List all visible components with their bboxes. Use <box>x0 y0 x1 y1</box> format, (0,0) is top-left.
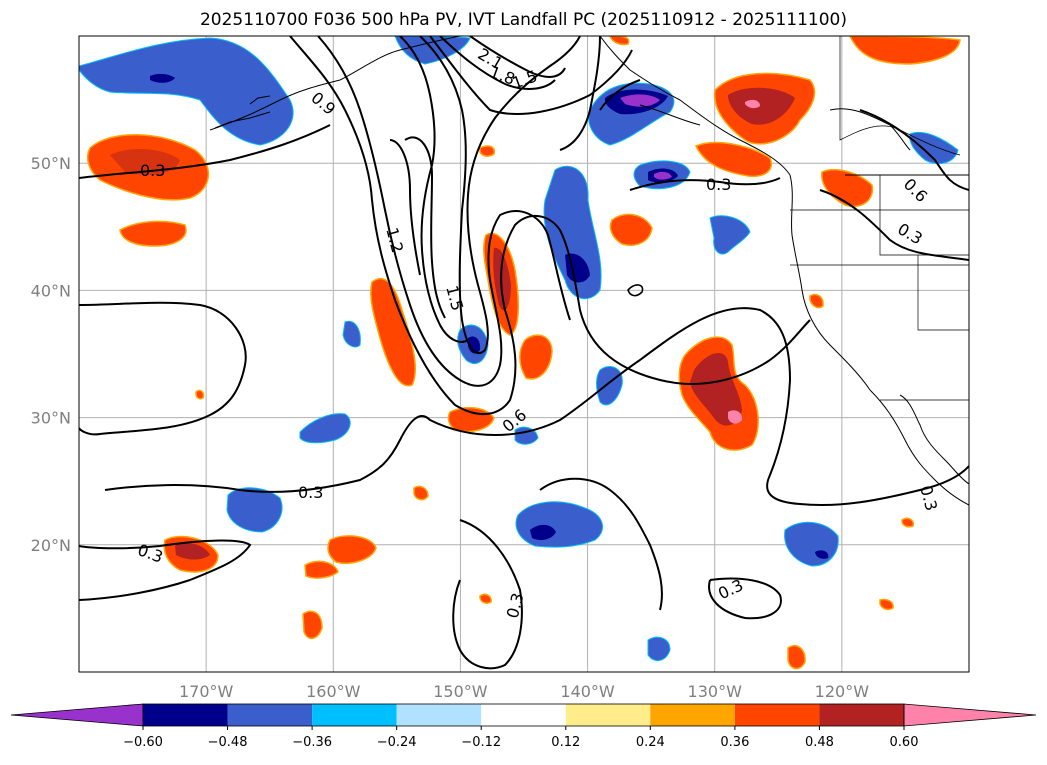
neg-anomaly-small-e <box>514 426 539 445</box>
colorbar-tick-label: 0.60 <box>890 735 919 750</box>
colorbar-segment <box>819 704 904 726</box>
colorbar: −0.60 −0.48 −0.36 −0.24 −0.12 0.12 0.24 0.36 0.4… <box>10 703 1037 750</box>
neg-anomaly-small-c <box>709 215 751 255</box>
colorbar-segment <box>734 704 820 726</box>
lat-tick-label: 20°N <box>31 536 71 555</box>
neg-anomaly-small-a <box>342 320 361 348</box>
pos-anomaly-west-2 <box>119 220 187 247</box>
pos-anomaly-small-4 <box>809 293 824 309</box>
lon-tick-label: 140°W <box>560 682 615 701</box>
colorbar-segment <box>650 704 735 726</box>
lon-tick-label: 170°W <box>179 682 234 701</box>
map-frame <box>78 35 970 673</box>
lon-tick-label: 150°W <box>433 682 488 701</box>
colorbar-tick-label: 0.48 <box>805 735 834 750</box>
neg-anomaly-small-b <box>596 366 623 406</box>
colorbar-segment <box>481 704 566 726</box>
latitude-tick-labels: 50°N 40°N 30°N 20°N <box>31 154 71 555</box>
pos-anomaly-small-3 <box>413 485 429 501</box>
pos-anomaly-small-6 <box>879 598 894 611</box>
pos-anomaly-east-2 <box>609 213 653 246</box>
neg-anomaly-small-f <box>647 636 671 662</box>
pos-anomaly-small-2 <box>787 644 806 670</box>
neg-anomaly-small-d <box>299 413 351 444</box>
lat-tick-label: 50°N <box>31 154 71 173</box>
colorbar-tick-label: 0.24 <box>636 735 665 750</box>
positive-pv-anomalies <box>87 36 961 670</box>
lat-tick-label: 30°N <box>31 409 71 428</box>
pos-anomaly-northeast-2 <box>694 141 772 178</box>
colorbar-tick-label: −0.36 <box>292 735 332 750</box>
map-plot-area: 2.1 1.8 1.5 0.9 0.3 0.3 0.6 0.3 1.2 1.5 … <box>79 36 969 672</box>
pos-anomaly-hawaii-2 <box>304 560 339 579</box>
pos-anomaly-small-5 <box>479 145 496 157</box>
colorbar-extend-high <box>903 703 1037 727</box>
colorbar-tick-label: 0.12 <box>551 735 580 750</box>
colorbar-extend-low <box>10 703 144 727</box>
pos-anomaly-small-8 <box>479 593 492 604</box>
colorbar-tick-label: 0.36 <box>720 735 749 750</box>
lon-tick-label: 160°W <box>306 682 361 701</box>
pos-anomaly-small-7 <box>901 517 915 528</box>
neg-anomaly-central-pacific-south <box>226 487 283 533</box>
pv-contours <box>79 36 969 670</box>
pos-anomaly-small-10 <box>195 389 205 400</box>
pos-anomaly-center-small <box>519 334 553 380</box>
colorbar-tick-label: −0.24 <box>377 735 417 750</box>
colorbar-border <box>142 703 905 727</box>
colorbar-tick-label: −0.48 <box>208 735 248 750</box>
colorbar-segment <box>227 704 313 726</box>
pos-anomaly-hawaii-1 <box>327 535 377 564</box>
pos-anomaly-small-1 <box>302 610 323 640</box>
map-title: 2025110700 F036 500 hPa PV, IVT Landfall… <box>199 10 847 30</box>
negative-pv-anomalies <box>79 36 959 662</box>
lon-tick-label: 120°W <box>815 682 870 701</box>
lon-tick-label: 130°W <box>688 682 743 701</box>
longitude-tick-labels: 170°W 160°W 150°W 140°W 130°W 120°W <box>179 682 869 701</box>
colorbar-segment <box>143 704 228 726</box>
lat-tick-label: 40°N <box>31 281 71 300</box>
colorbar-tick-label: −0.12 <box>461 735 501 750</box>
colorbar-segment <box>565 704 651 726</box>
colorbar-segment <box>312 704 397 726</box>
contour-label: 0.3 <box>140 161 165 180</box>
pos-anomaly-ridge-1 <box>370 277 416 387</box>
colorbar-tick-label: −0.60 <box>123 735 163 750</box>
colorbar-segment <box>396 704 482 726</box>
contour-label: 0.3 <box>706 175 731 194</box>
contour-label: 0.3 <box>298 483 323 502</box>
